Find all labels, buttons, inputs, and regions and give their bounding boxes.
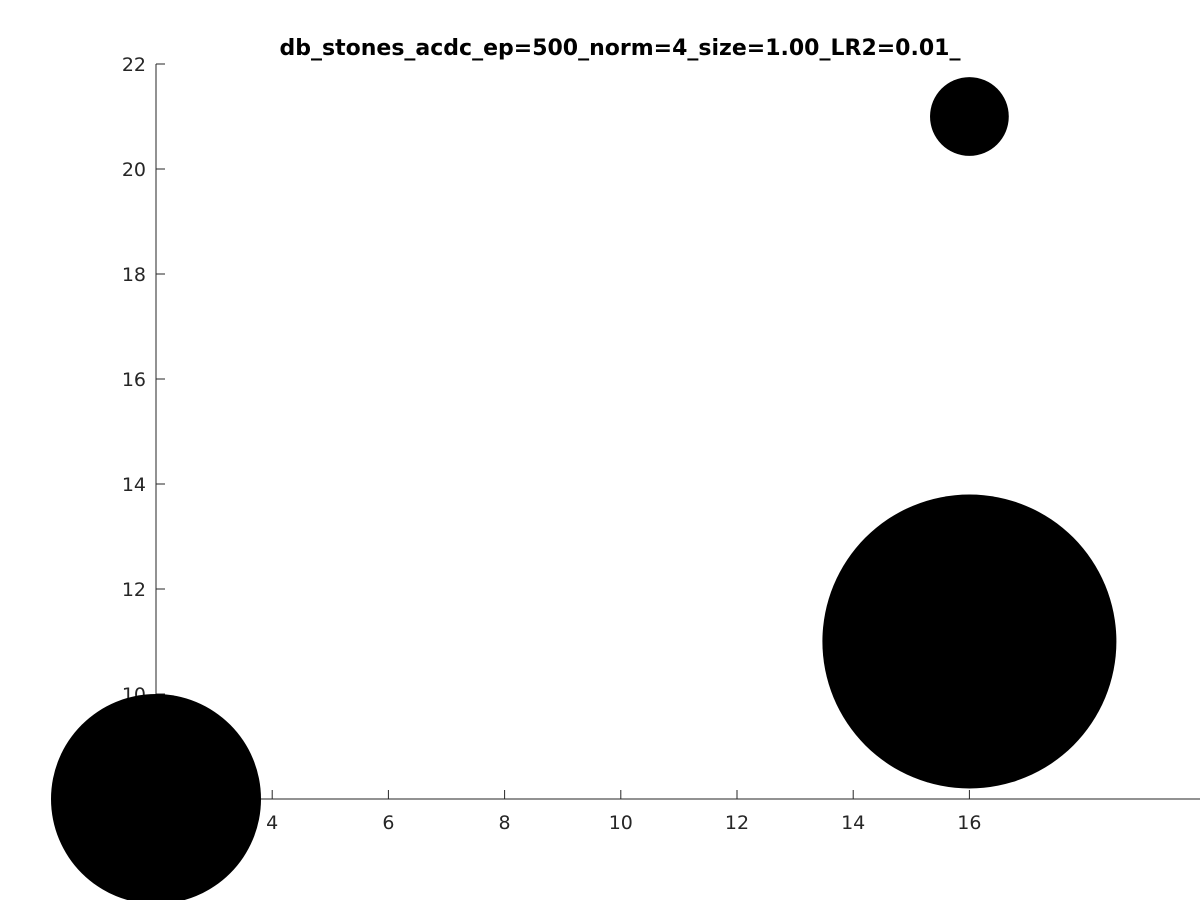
y-tick-label: 18 xyxy=(122,264,146,286)
x-tick-label: 10 xyxy=(609,812,633,834)
data-point xyxy=(51,694,261,900)
data-point xyxy=(930,77,1009,156)
y-tick-label: 12 xyxy=(122,579,146,601)
x-tick-label: 16 xyxy=(957,812,981,834)
y-tick-label: 20 xyxy=(122,159,146,181)
x-tick-label: 14 xyxy=(841,812,865,834)
data-point xyxy=(822,494,1117,789)
y-tick-label: 14 xyxy=(122,474,146,496)
x-tick-label: 12 xyxy=(725,812,749,834)
x-tick-label: 4 xyxy=(266,812,278,834)
x-tick-label: 8 xyxy=(499,812,511,834)
y-tick-label: 16 xyxy=(122,369,146,391)
x-tick-label: 6 xyxy=(382,812,394,834)
y-tick-label: 22 xyxy=(122,54,146,76)
data-points xyxy=(51,77,1117,900)
chart-title: db_stones_acdc_ep=500_norm=4_size=1.00_L… xyxy=(280,36,961,61)
